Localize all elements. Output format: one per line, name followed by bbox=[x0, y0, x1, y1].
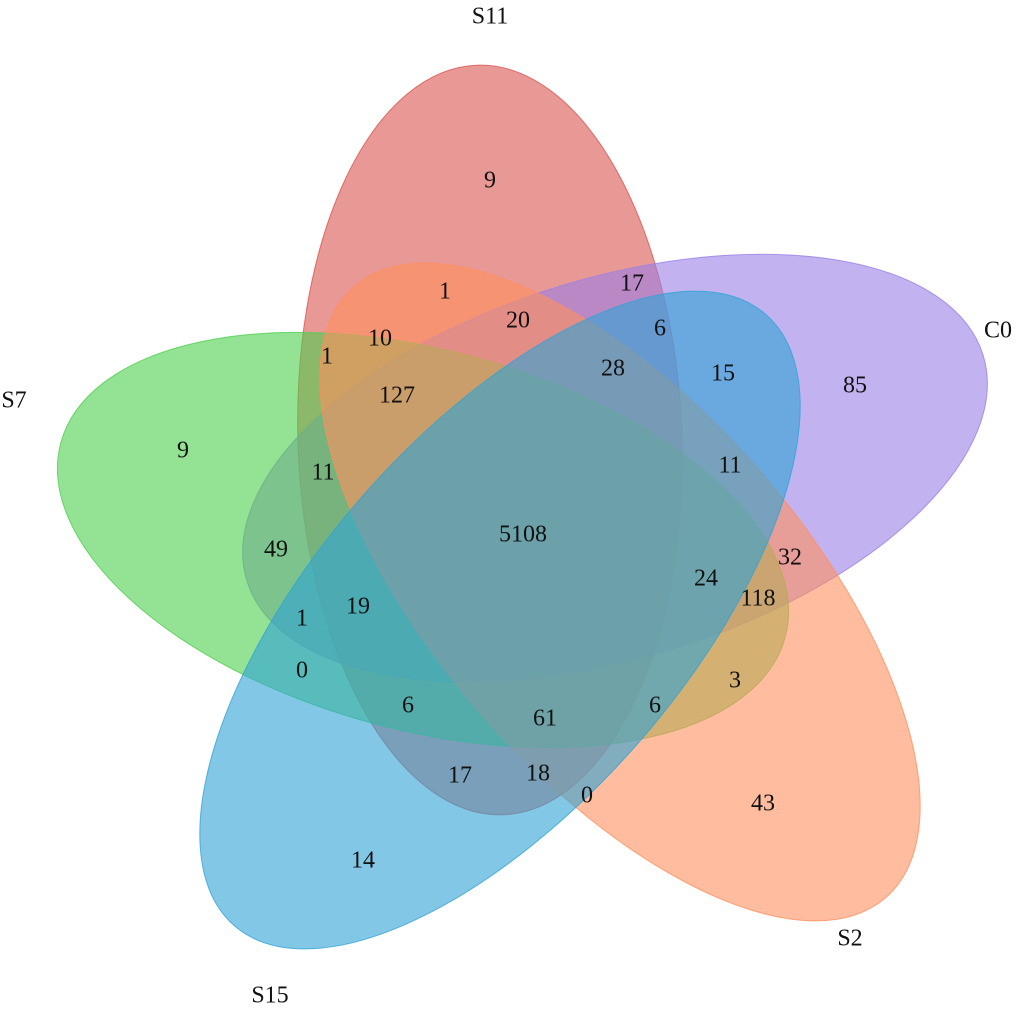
region-count: 9 bbox=[484, 168, 496, 194]
region-count: 20 bbox=[506, 308, 530, 334]
set-label: C0 bbox=[984, 318, 1012, 344]
region-count: 43 bbox=[751, 791, 775, 817]
region-count: 17 bbox=[620, 271, 644, 297]
region-count: 3 bbox=[729, 668, 741, 694]
region-count: 118 bbox=[740, 586, 775, 612]
region-count: 17 bbox=[448, 763, 472, 789]
region-count: 11 bbox=[718, 453, 741, 479]
region-count: 6 bbox=[402, 693, 414, 719]
set-label: S11 bbox=[472, 4, 508, 30]
region-count: 11 bbox=[311, 460, 334, 486]
region-count: 14 bbox=[351, 848, 375, 874]
region-count: 6 bbox=[649, 693, 661, 719]
region-count: 1 bbox=[439, 279, 451, 305]
region-count: 1 bbox=[296, 606, 308, 632]
region-count: 9 bbox=[177, 438, 189, 464]
region-count: 32 bbox=[778, 545, 802, 571]
region-count: 5108 bbox=[499, 522, 547, 548]
region-count: 127 bbox=[379, 383, 415, 409]
set-label: S15 bbox=[251, 983, 288, 1009]
region-count: 0 bbox=[296, 658, 308, 684]
region-count: 10 bbox=[368, 326, 392, 352]
region-count: 61 bbox=[533, 706, 557, 732]
region-count: 6 bbox=[654, 316, 666, 342]
region-count: 85 bbox=[843, 373, 867, 399]
region-count: 1 bbox=[321, 344, 333, 370]
region-count: 24 bbox=[694, 566, 718, 592]
region-count: 28 bbox=[601, 356, 625, 382]
region-count: 18 bbox=[526, 761, 550, 787]
region-count: 15 bbox=[711, 361, 735, 387]
set-label: S7 bbox=[1, 388, 26, 414]
set-label: S2 bbox=[837, 926, 862, 952]
region-count: 19 bbox=[346, 594, 370, 620]
region-count: 49 bbox=[264, 537, 288, 563]
set-ellipse bbox=[199, 290, 801, 950]
region-count: 0 bbox=[581, 783, 593, 809]
